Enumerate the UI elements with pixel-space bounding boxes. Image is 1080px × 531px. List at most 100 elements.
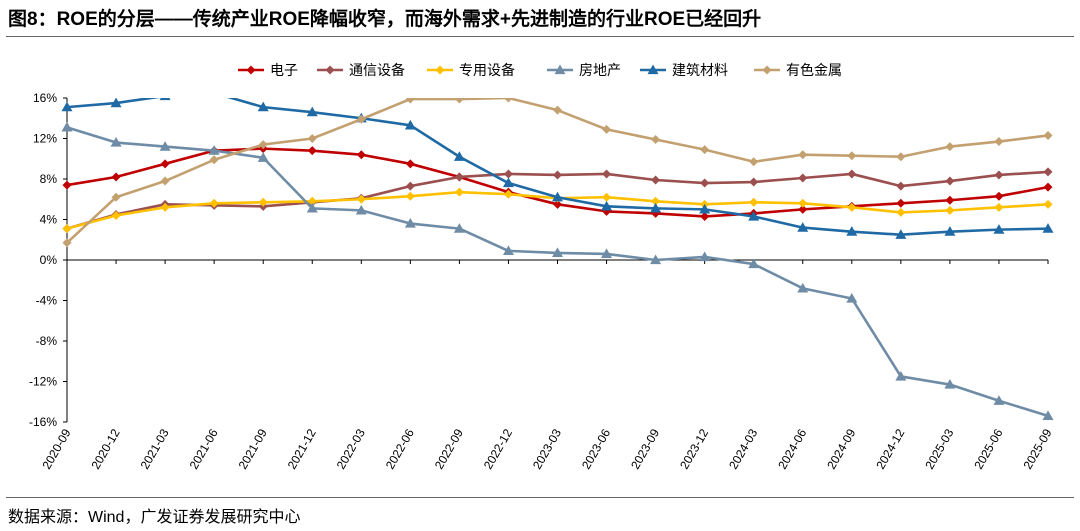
data-point [553, 170, 562, 180]
x-tick-label: 2022-06 [383, 426, 417, 471]
data-point [944, 226, 956, 236]
data-point [404, 218, 416, 228]
data-point [602, 124, 612, 134]
y-tick-label: 12% [33, 132, 57, 146]
data-point [651, 175, 661, 185]
y-tick-label: -8% [36, 334, 58, 348]
data-point [847, 202, 857, 212]
data-point [945, 142, 955, 152]
data-point [700, 178, 710, 188]
data-point [61, 101, 73, 112]
data-point [797, 222, 809, 232]
data-point [503, 98, 513, 103]
data-point [405, 98, 415, 104]
data-point [993, 224, 1005, 234]
x-tick-label: 2020-12 [89, 426, 123, 471]
chart-axes: -16% -12% -8% -4% 0% 4% 8% 12% 16% [29, 91, 1049, 429]
data-point [553, 105, 562, 115]
data-point [1042, 410, 1054, 421]
x-tick-label: 2023-12 [677, 426, 711, 471]
chart-series [61, 87, 1054, 421]
legend-item: 有色金属 [754, 62, 842, 78]
data-point [209, 198, 219, 208]
data-point [1042, 223, 1054, 233]
data-point [209, 155, 219, 165]
data-point [601, 248, 613, 259]
data-point [895, 370, 907, 381]
data-point [258, 197, 268, 207]
chart-legend: 电子 通信设备 专用设备 房地产 建筑材料 有色金属 [238, 62, 842, 78]
data-point [798, 204, 808, 214]
series-建筑材料 [61, 87, 1054, 239]
legend-item: 通信设备 [317, 62, 405, 78]
data-point [325, 65, 335, 75]
data-point [62, 238, 72, 248]
x-tick-label: 2023-03 [530, 426, 564, 471]
legend-label: 通信设备 [349, 62, 405, 78]
data-point [160, 176, 170, 186]
data-point [503, 189, 513, 199]
data-point [61, 121, 73, 132]
data-point [749, 157, 759, 167]
data-point [945, 195, 955, 205]
data-point [749, 197, 759, 207]
data-point [209, 87, 220, 97]
data-point [748, 258, 760, 269]
data-point [208, 145, 220, 155]
x-tick-label: 2025-09 [1020, 426, 1054, 471]
data-point [700, 211, 710, 221]
data-point [502, 177, 514, 188]
x-tick-label: 2024-12 [873, 426, 907, 471]
x-tick-label: 2020-09 [39, 426, 73, 471]
data-point [553, 199, 562, 209]
data-point [307, 146, 317, 156]
data-point [847, 169, 857, 179]
data-point [994, 191, 1004, 201]
y-tick-label: 4% [40, 213, 58, 227]
data-point [896, 181, 906, 191]
data-point [454, 187, 464, 197]
top-rule [6, 36, 1074, 37]
data-point [405, 159, 415, 169]
data-point [993, 395, 1005, 405]
legend-item: 房地产 [547, 62, 621, 78]
data-point [994, 137, 1004, 147]
data-point [945, 205, 955, 215]
data-point [160, 159, 170, 169]
data-point [62, 224, 72, 234]
y-tick-label: -4% [36, 294, 58, 308]
legend-label: 房地产 [579, 62, 621, 78]
data-point [453, 223, 465, 233]
data-point [503, 169, 513, 179]
data-point [798, 198, 808, 208]
data-point [602, 192, 612, 202]
data-point [699, 251, 711, 262]
x-tick-label: 2021-06 [187, 426, 221, 471]
series-有色金属 [62, 98, 1053, 248]
data-point [356, 150, 366, 160]
data-point [62, 180, 72, 190]
y-tick-label: -16% [29, 415, 57, 429]
data-point [994, 170, 1004, 180]
data-point [1043, 130, 1053, 140]
legend-label: 专用设备 [459, 62, 515, 78]
data-point [699, 203, 711, 214]
x-tick-label: 2025-03 [922, 426, 956, 471]
data-point [257, 152, 269, 162]
data-point [847, 151, 857, 161]
x-tick-label: 2021-09 [236, 426, 270, 471]
data-point [651, 196, 661, 206]
data-point [945, 176, 955, 186]
x-tick-label: 2021-12 [285, 426, 319, 471]
data-point [749, 177, 759, 187]
data-point [111, 210, 121, 220]
data-point [650, 254, 662, 265]
data-point [1043, 199, 1053, 209]
legend-item: 建筑材料 [640, 62, 728, 78]
x-axis-labels: 2020-09 2020-12 2021-03 2021-06 2021-09 2021-… [39, 426, 1054, 471]
x-tick-label: 2022-03 [334, 426, 368, 471]
data-point [454, 172, 464, 182]
x-tick-label: 2025-06 [971, 426, 1005, 471]
legend-item: 电子 [238, 62, 298, 78]
data-point [797, 282, 809, 293]
